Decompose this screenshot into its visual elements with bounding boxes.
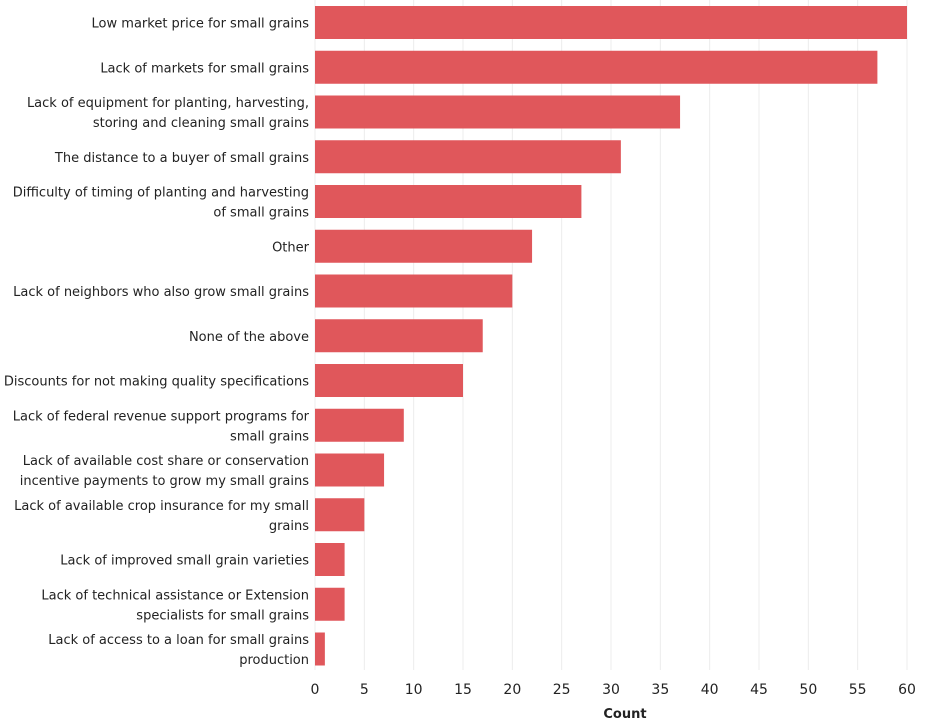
x-tick-label: 60 — [898, 682, 916, 698]
category-label: Lack of neighbors who also grow small gr… — [13, 285, 309, 300]
category-label: Lack of federal revenue support programs… — [13, 409, 310, 444]
category-label-line: grains — [269, 519, 309, 534]
category-label: Lack of available cost share or conserva… — [20, 454, 309, 489]
x-tick-label: 25 — [553, 682, 571, 698]
x-axis-title: Count — [603, 707, 646, 722]
category-label-line: production — [239, 653, 309, 668]
category-label-line: None of the above — [189, 330, 309, 345]
category-label-line: Lack of neighbors who also grow small gr… — [13, 285, 309, 300]
bars — [315, 6, 907, 666]
category-label-line: of small grains — [213, 206, 309, 221]
bar — [315, 274, 513, 308]
category-label-line: Lack of technical assistance or Extensio… — [41, 588, 309, 603]
x-tick-label: 20 — [503, 682, 521, 698]
bar — [315, 50, 878, 84]
x-tick-label: 0 — [311, 682, 320, 698]
category-label: Lack of technical assistance or Extensio… — [41, 588, 309, 623]
category-label: Lack of improved small grain varieties — [60, 554, 309, 569]
category-label-line: Discounts for not making quality specifi… — [4, 375, 309, 390]
category-label-line: incentive payments to grow my small grai… — [20, 474, 309, 489]
category-label: Low market price for small grains — [92, 17, 310, 32]
bar — [315, 95, 681, 129]
bar — [315, 408, 404, 442]
category-label-line: small grains — [230, 429, 309, 444]
category-label-line: Lack of federal revenue support programs… — [13, 409, 310, 424]
bar — [315, 498, 365, 532]
category-label-line: Other — [272, 240, 310, 255]
category-label-line: Lack of access to a loan for small grain… — [48, 633, 309, 648]
bar — [315, 543, 345, 576]
category-label-line: Lack of improved small grain varieties — [60, 554, 309, 569]
category-label-line: Lack of available crop insurance for my … — [14, 499, 309, 514]
bar — [315, 140, 621, 174]
category-label: Other — [272, 240, 310, 255]
x-tick-label: 45 — [750, 682, 768, 698]
category-label: Lack of equipment for planting, harvesti… — [27, 96, 309, 131]
x-tick-label: 35 — [651, 682, 669, 698]
x-tick-label: 15 — [454, 682, 472, 698]
category-label-line: Low market price for small grains — [92, 17, 310, 32]
x-tick-label: 55 — [849, 682, 867, 698]
x-tick-label: 30 — [602, 682, 620, 698]
category-label: Discounts for not making quality specifi… — [4, 375, 309, 390]
x-tick-label: 5 — [360, 682, 369, 698]
x-tick-labels: 0 5 10 15 20 25 30 35 40 45 50 55 60 — [311, 682, 916, 698]
category-label-line: The distance to a buyer of small grains — [54, 151, 309, 166]
bar — [315, 6, 907, 39]
category-label: Lack of access to a loan for small grain… — [48, 633, 309, 668]
bar — [315, 453, 385, 487]
category-label: None of the above — [189, 330, 309, 345]
category-label-line: Lack of markets for small grains — [100, 61, 309, 76]
category-label-line: storing and cleaning small grains — [93, 116, 309, 131]
x-tick-label: 10 — [405, 682, 423, 698]
x-tick-label: 50 — [799, 682, 817, 698]
bar — [315, 185, 582, 218]
category-label-line: Lack of equipment for planting, harvesti… — [27, 96, 309, 111]
category-label: Difficulty of timing of planting and har… — [13, 186, 309, 221]
bar — [315, 587, 345, 621]
bar — [315, 364, 463, 397]
bar — [315, 319, 483, 353]
category-label-line: specialists for small grains — [136, 608, 309, 623]
bar — [315, 632, 325, 666]
category-label: The distance to a buyer of small grains — [54, 151, 309, 166]
x-tick-label: 40 — [701, 682, 719, 698]
category-label: Lack of available crop insurance for my … — [14, 499, 309, 534]
category-label-line: Difficulty of timing of planting and har… — [13, 186, 309, 201]
category-label: Lack of markets for small grains — [100, 61, 309, 76]
category-labels: Low market price for small grains Lack of… — [4, 17, 310, 669]
category-label-line: Lack of available cost share or conserva… — [23, 454, 309, 469]
bar — [315, 229, 533, 263]
